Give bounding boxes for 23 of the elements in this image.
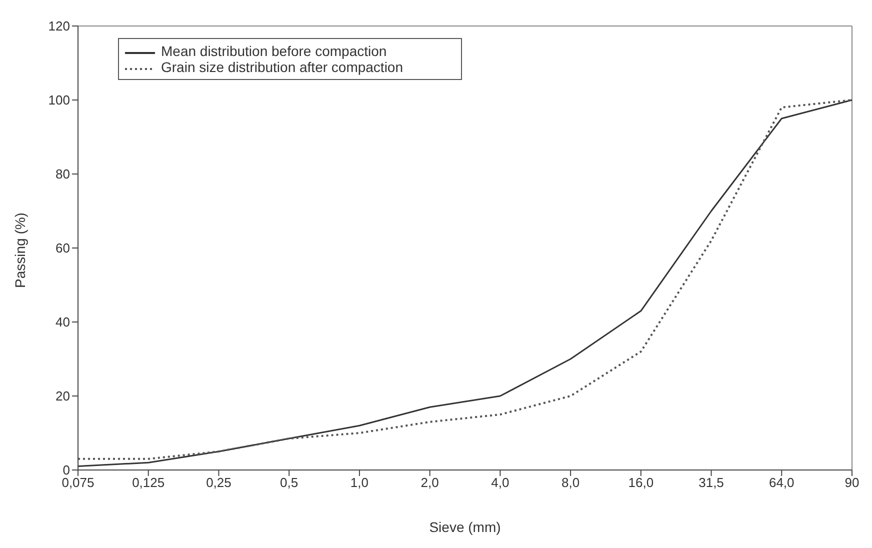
x-tick-label: 1,0 [350, 475, 368, 490]
x-tick-label: 0,5 [280, 475, 298, 490]
x-tick-label: 0,125 [132, 475, 165, 490]
x-axis-title: Sieve (mm) [429, 519, 501, 535]
x-tick-label: 64,0 [768, 475, 794, 490]
y-tick-label: 120 [48, 18, 70, 34]
y-tick-label: 20 [56, 388, 70, 404]
y-tick-label: 60 [56, 240, 70, 256]
legend-label: Mean distribution before compaction [161, 43, 387, 59]
y-tick-label: 80 [56, 166, 70, 182]
legend-label: Grain size distribution after compaction [161, 59, 403, 75]
x-tick-label: 31,5 [698, 475, 724, 490]
x-tick-label: 16,0 [628, 475, 654, 490]
y-tick-label: 0 [62, 462, 70, 478]
x-tick-label: 0,25 [206, 475, 232, 490]
y-tick-label: 100 [48, 92, 70, 108]
x-tick-label: 2,0 [420, 475, 439, 490]
x-tick-label: 4,0 [491, 475, 510, 490]
x-tick-label: 8,0 [562, 475, 580, 490]
y-axis-title: Passing (%) [12, 212, 28, 288]
y-tick-label: 40 [56, 314, 70, 330]
x-tick-label: 0,075 [62, 475, 94, 490]
x-tick-label: 90 [844, 475, 860, 490]
